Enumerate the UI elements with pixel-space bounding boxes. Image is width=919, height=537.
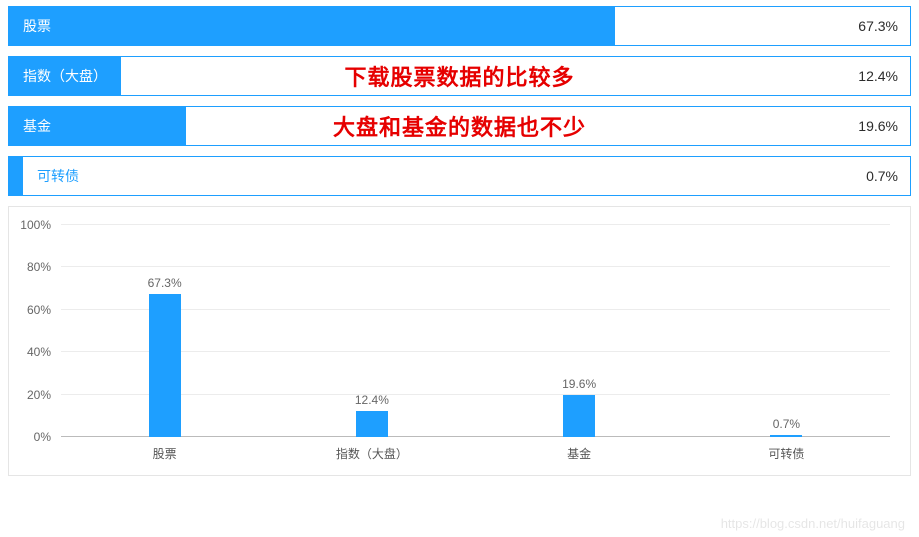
- column-chart-plot: 0%20%40%60%80%100%67.3%股票12.4%指数（大盘）19.6…: [61, 225, 890, 437]
- hbar-label: 基金: [23, 116, 51, 136]
- chart-ytick-label: 40%: [27, 345, 51, 359]
- chart-ytick-label: 80%: [27, 260, 51, 274]
- chart-bar-column: 12.4%指数（大盘）: [268, 225, 475, 437]
- chart-bar-value-label: 12.4%: [268, 393, 475, 407]
- chart-xtick-label: 股票: [61, 445, 268, 462]
- chart-bar-value-label: 67.3%: [61, 276, 268, 290]
- chart-bar: [563, 395, 595, 437]
- hbar-fill: 基金: [9, 107, 186, 145]
- chart-bar-column: 67.3%股票: [61, 225, 268, 437]
- hbar-row: 指数（大盘） 12.4% 下载股票数据的比较多: [8, 56, 911, 96]
- chart-xtick-label: 指数（大盘）: [268, 445, 475, 462]
- hbar-label: 股票: [23, 16, 51, 36]
- hbar-fill: [9, 157, 23, 195]
- chart-bar: [770, 435, 802, 437]
- hbar-label: 指数（大盘）: [23, 66, 107, 86]
- handwritten-annotation: 下载股票数据的比较多: [344, 60, 574, 92]
- chart-bar-column: 19.6%基金: [476, 225, 683, 437]
- handwritten-annotation: 大盘和基金的数据也不少: [333, 110, 586, 142]
- hbar-percent: 0.7%: [866, 168, 898, 184]
- chart-xtick-label: 可转债: [683, 445, 890, 462]
- chart-bar-value-label: 19.6%: [476, 377, 683, 391]
- chart-bars: 67.3%股票12.4%指数（大盘）19.6%基金0.7%可转债: [61, 225, 890, 437]
- chart-ytick-label: 100%: [20, 218, 51, 232]
- hbar-row: 股票 67.3%: [8, 6, 911, 46]
- hbar-row: 可转债 0.7%: [8, 156, 911, 196]
- hbar-percent: 12.4%: [858, 68, 898, 84]
- chart-bar: [149, 294, 181, 437]
- hbar-fill: 股票: [9, 7, 615, 45]
- chart-bar-column: 0.7%可转债: [683, 225, 890, 437]
- chart-bar-value-label: 0.7%: [683, 417, 890, 431]
- chart-xtick-label: 基金: [476, 445, 683, 462]
- hbar-percent: 19.6%: [858, 118, 898, 134]
- chart-ytick-label: 0%: [34, 430, 51, 444]
- chart-bar: [356, 411, 388, 437]
- horizontal-bar-list: 股票 67.3% 指数（大盘） 12.4% 下载股票数据的比较多基金 19.6% 大盘和基金…: [8, 6, 911, 196]
- watermark-text: https://blog.csdn.net/huifaguang: [721, 516, 905, 531]
- hbar-label: 可转债: [37, 166, 79, 186]
- chart-ytick-label: 60%: [27, 303, 51, 317]
- hbar-fill: 指数（大盘）: [9, 57, 121, 95]
- column-chart-frame: 0%20%40%60%80%100%67.3%股票12.4%指数（大盘）19.6…: [8, 206, 911, 476]
- hbar-row: 基金 19.6% 大盘和基金的数据也不少: [8, 106, 911, 146]
- hbar-percent: 67.3%: [858, 18, 898, 34]
- chart-ytick-label: 20%: [27, 388, 51, 402]
